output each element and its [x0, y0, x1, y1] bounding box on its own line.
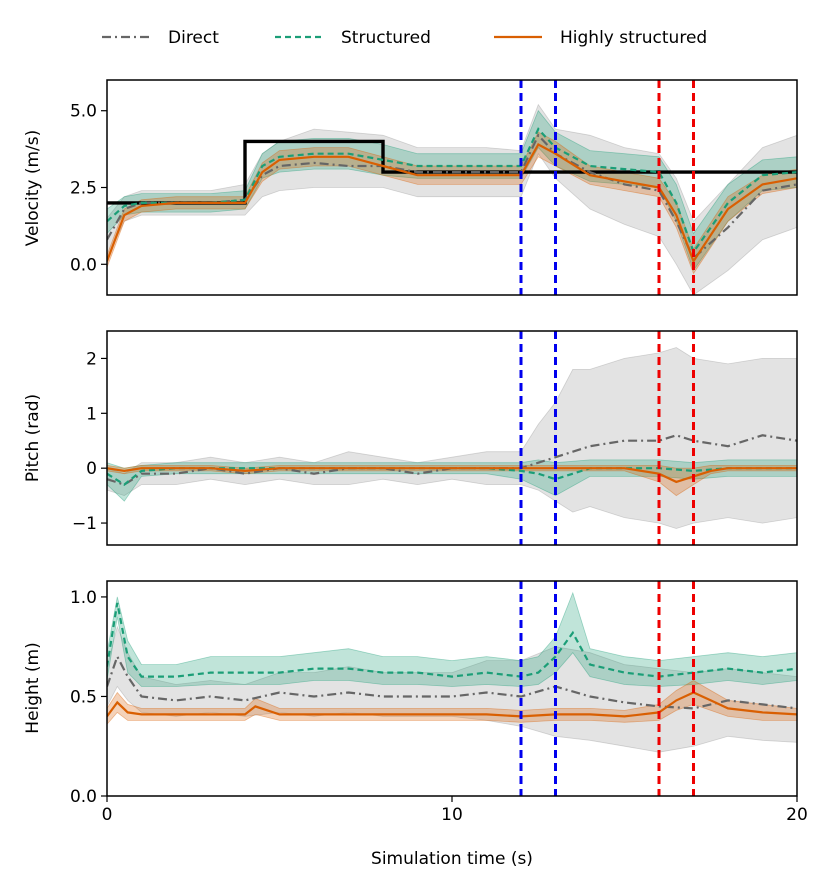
- legend-item-direct: Direct: [102, 28, 219, 48]
- velocity-band-direct: [107, 103, 797, 295]
- height-plot-area: [106, 580, 798, 797]
- legend-label-highly-structured: Highly structured: [560, 28, 707, 48]
- velocity-line-highly-structured: [107, 143, 797, 264]
- height-ylabel: Height (m): [23, 642, 43, 733]
- pitch-ytick-label: −1: [72, 514, 97, 534]
- height-band-structured: [107, 591, 797, 687]
- pitch-plot-area: [106, 330, 798, 546]
- height-xtick-label: 10: [441, 805, 463, 825]
- legend-label-structured: Structured: [341, 28, 431, 48]
- height-yticks: 0.0 0.5 1.0: [70, 588, 107, 807]
- velocity-yticks: 0.0 2.5 5.0: [70, 102, 107, 275]
- velocity-band-highly-structured: [107, 131, 797, 275]
- height-xticks: 0 10 20: [102, 796, 808, 825]
- pitch-ytick-label: 2: [86, 349, 97, 369]
- legend-item-structured: Structured: [275, 28, 431, 48]
- pitch-band-structured: [107, 459, 797, 502]
- velocity-ytick-label: 5.0: [70, 102, 97, 122]
- pitch-band-direct: [107, 347, 797, 529]
- pitch-yticks: −1 0 1 2: [72, 349, 107, 534]
- velocity-line-structured: [107, 127, 797, 255]
- pitch-ytick-label: 0: [86, 459, 97, 479]
- height-panel: Height (m) 0.0 0.5 1.0 0 10 20 Simulation ti…: [23, 580, 808, 869]
- legend: Direct Structured Highly structured: [102, 28, 707, 48]
- velocity-series-layer: [107, 103, 797, 295]
- pitch-line-highly-structured: [107, 467, 797, 484]
- pitch-ylabel: Pitch (rad): [23, 394, 43, 482]
- height-series-layer: [107, 591, 797, 753]
- pitch-ytick-label: 1: [86, 404, 97, 424]
- velocity-ytick-label: 2.5: [70, 179, 97, 199]
- velocity-ylabel: Velocity (m/s): [23, 130, 43, 247]
- height-ytick-label: 1.0: [70, 588, 97, 608]
- velocity-plot-area: [106, 79, 798, 296]
- velocity-panel: Velocity (m/s) 0.0 2.5 5.0: [23, 79, 798, 296]
- height-line-direct: [107, 653, 797, 710]
- height-xtick-label: 0: [102, 805, 113, 825]
- height-line-highly-structured: [107, 691, 797, 718]
- height-xtick-label: 20: [786, 805, 808, 825]
- x-axis-label: Simulation time (s): [371, 849, 533, 869]
- pitch-frame: [106, 330, 798, 546]
- velocity-ytick-label: 0.0: [70, 255, 97, 275]
- pitch-panel: Pitch (rad) −1 0 1 2: [23, 330, 798, 546]
- height-ytick-label: 0.0: [70, 787, 97, 807]
- height-ytick-label: 0.5: [70, 687, 97, 707]
- velocity-band-structured: [107, 109, 797, 272]
- height-band-direct: [107, 625, 797, 753]
- legend-label-direct: Direct: [168, 28, 219, 48]
- legend-item-highly-structured: Highly structured: [494, 28, 707, 48]
